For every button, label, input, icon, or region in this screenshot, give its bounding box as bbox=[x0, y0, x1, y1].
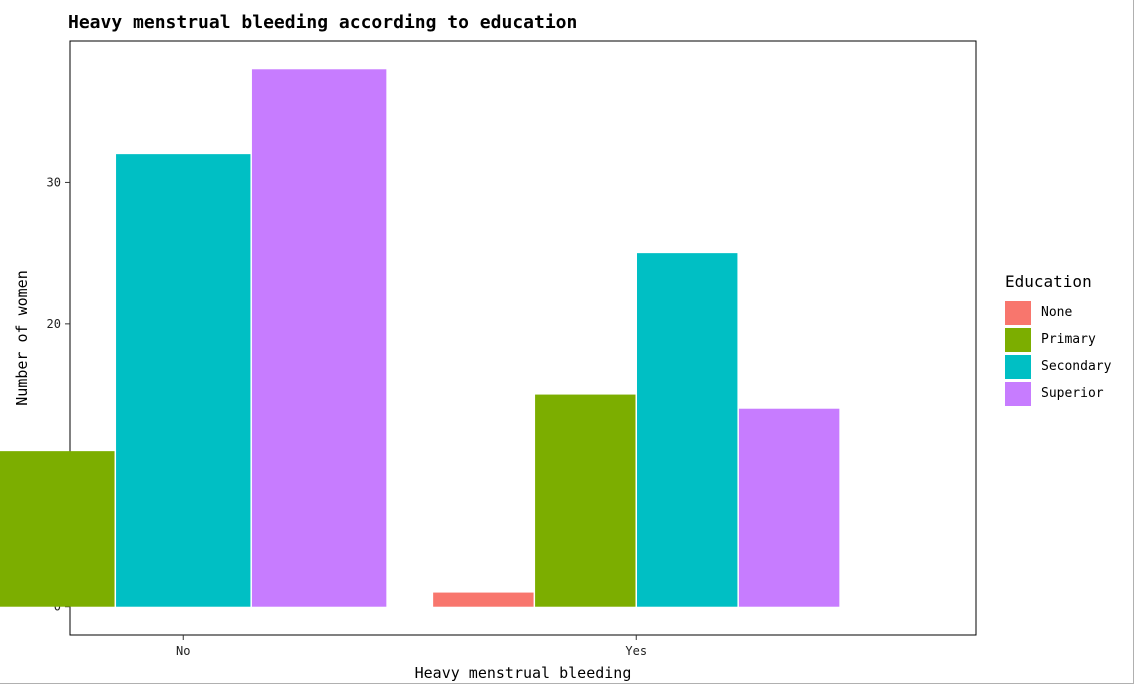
legend-item-none: None bbox=[1005, 299, 1111, 326]
legend-label: Superior bbox=[1041, 386, 1104, 401]
y-tick-label: 20 bbox=[47, 317, 61, 331]
bars bbox=[0, 69, 840, 607]
legend-label: Secondary bbox=[1041, 359, 1112, 374]
bar-no-superior bbox=[251, 69, 387, 607]
legend-item-primary: Primary bbox=[1005, 326, 1111, 353]
chart-title: Heavy menstrual bleeding according to ed… bbox=[68, 12, 578, 33]
legend-item-superior: Superior bbox=[1005, 380, 1111, 407]
legend-label: None bbox=[1041, 305, 1073, 320]
bar-yes-secondary bbox=[637, 253, 738, 607]
bar-yes-superior bbox=[738, 408, 840, 607]
legend-swatch bbox=[1005, 327, 1031, 352]
legend-items: None Primary Secondary Superior bbox=[1005, 299, 1111, 407]
x-axis-title: Heavy menstrual bleeding bbox=[415, 664, 632, 682]
legend-swatch bbox=[1005, 354, 1031, 379]
x-tick-label-no: No bbox=[176, 644, 190, 658]
y-tick-label: 30 bbox=[47, 175, 61, 189]
legend-swatch bbox=[1005, 381, 1031, 406]
y-axis-title: Number of women bbox=[13, 270, 31, 405]
bar-no-primary bbox=[0, 451, 115, 607]
legend-label: Primary bbox=[1041, 332, 1096, 347]
legend-title: Education bbox=[1005, 272, 1092, 291]
bar-no-secondary bbox=[116, 154, 251, 607]
x-tick-label-yes: Yes bbox=[625, 644, 647, 658]
legend-swatch bbox=[1005, 300, 1031, 325]
bar-yes-none bbox=[433, 592, 534, 607]
legend-item-secondary: Secondary bbox=[1005, 353, 1111, 380]
legend: Education None Primary Secondary Superior bbox=[1005, 272, 1111, 407]
bar-yes-primary bbox=[535, 394, 636, 607]
x-axis: No Yes bbox=[176, 635, 647, 658]
